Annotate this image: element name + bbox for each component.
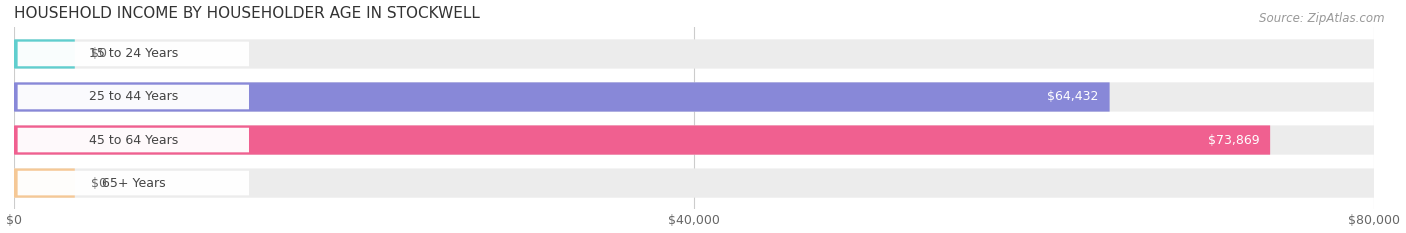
FancyBboxPatch shape: [14, 39, 75, 69]
FancyBboxPatch shape: [18, 171, 249, 195]
Text: 25 to 44 Years: 25 to 44 Years: [89, 90, 179, 103]
Text: $0: $0: [91, 177, 107, 190]
Text: $64,432: $64,432: [1047, 90, 1098, 103]
FancyBboxPatch shape: [14, 82, 1109, 112]
FancyBboxPatch shape: [14, 39, 1375, 69]
FancyBboxPatch shape: [14, 168, 1375, 198]
Text: HOUSEHOLD INCOME BY HOUSEHOLDER AGE IN STOCKWELL: HOUSEHOLD INCOME BY HOUSEHOLDER AGE IN S…: [14, 6, 479, 21]
FancyBboxPatch shape: [18, 42, 249, 66]
FancyBboxPatch shape: [18, 128, 249, 152]
FancyBboxPatch shape: [14, 168, 75, 198]
FancyBboxPatch shape: [14, 125, 1270, 155]
Text: 45 to 64 Years: 45 to 64 Years: [89, 134, 179, 147]
Text: Source: ZipAtlas.com: Source: ZipAtlas.com: [1260, 12, 1385, 25]
Text: 65+ Years: 65+ Years: [101, 177, 165, 190]
Text: 15 to 24 Years: 15 to 24 Years: [89, 48, 179, 60]
Text: $73,869: $73,869: [1208, 134, 1260, 147]
Text: $0: $0: [91, 48, 107, 60]
FancyBboxPatch shape: [14, 125, 1375, 155]
FancyBboxPatch shape: [18, 85, 249, 109]
FancyBboxPatch shape: [14, 82, 1375, 112]
